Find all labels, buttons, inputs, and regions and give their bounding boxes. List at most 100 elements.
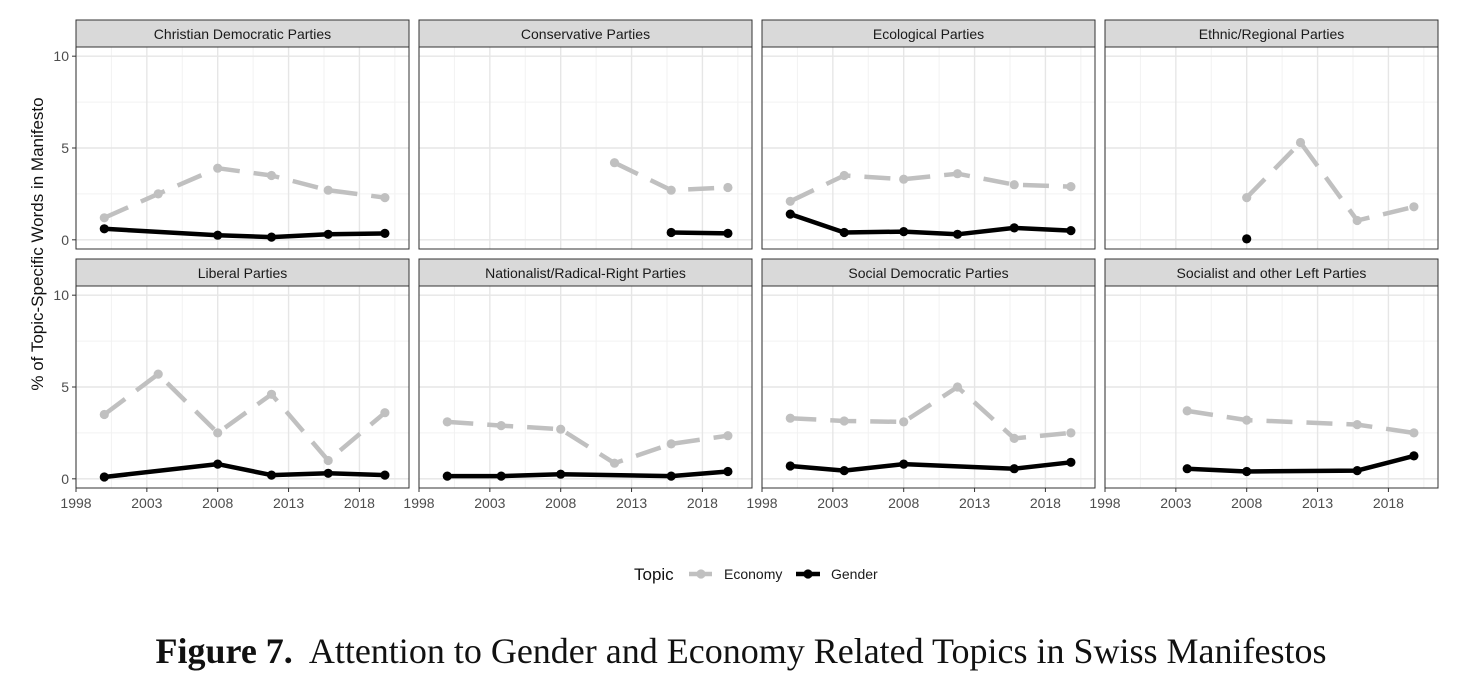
data-point-gender — [1352, 466, 1362, 476]
x-tick-label: 2013 — [1302, 495, 1333, 511]
panel-border — [418, 285, 753, 489]
data-point-economy — [785, 413, 795, 423]
x-tick-label: 2008 — [888, 495, 919, 511]
data-point-gender — [1009, 223, 1019, 233]
data-point-gender — [1242, 234, 1252, 244]
y-tick-label: 0 — [61, 471, 69, 487]
legend-key-point-gender — [803, 569, 813, 579]
panel-strip — [1104, 19, 1439, 48]
data-point-economy — [153, 189, 163, 199]
data-point-economy — [1409, 202, 1419, 212]
data-point-gender — [839, 466, 849, 476]
data-point-economy — [1009, 180, 1019, 190]
series-line-gender — [789, 211, 1072, 237]
panel-title: Conservative Parties — [521, 26, 650, 42]
data-point-economy — [323, 185, 333, 195]
figure-caption: Figure 7. Attention to Gender and Econom… — [0, 630, 1482, 672]
data-point-economy — [839, 416, 849, 426]
panel-border — [1104, 285, 1439, 489]
data-point-gender — [323, 468, 333, 478]
panel-strip — [418, 19, 753, 48]
panel-strip — [75, 19, 410, 48]
data-point-gender — [380, 228, 390, 238]
data-point-economy — [899, 174, 909, 184]
data-point-economy — [442, 417, 452, 427]
data-point-economy — [1066, 428, 1076, 438]
x-tick-label: 2013 — [959, 495, 990, 511]
data-point-economy — [556, 424, 566, 434]
x-tick-label: 2018 — [687, 495, 718, 511]
data-point-gender — [1409, 451, 1419, 461]
data-point-economy — [1352, 215, 1362, 226]
x-tick-label: 2008 — [202, 495, 233, 511]
x-tick-label: 1998 — [1089, 495, 1120, 511]
x-tick-label: 1998 — [746, 495, 777, 511]
x-tick-label: 2018 — [1030, 495, 1061, 511]
data-point-economy — [723, 431, 733, 441]
data-point-economy — [99, 409, 109, 420]
x-tick-label: 2003 — [474, 495, 505, 511]
data-point-gender — [213, 459, 223, 469]
data-point-economy — [952, 382, 963, 392]
data-point-gender — [666, 227, 676, 238]
data-point-gender — [556, 469, 566, 479]
data-point-economy — [1242, 193, 1252, 203]
data-point-gender — [266, 470, 277, 480]
data-point-economy — [266, 389, 277, 399]
data-point-economy — [266, 170, 277, 181]
data-point-economy — [666, 185, 676, 195]
data-point-gender — [266, 232, 277, 242]
data-point-economy — [380, 193, 390, 203]
x-tick-label: 2018 — [1373, 495, 1404, 511]
data-point-gender — [1009, 464, 1019, 474]
data-point-gender — [666, 471, 676, 481]
data-point-economy — [1009, 433, 1019, 443]
y-tick-label: 0 — [61, 232, 69, 248]
series-line-economy — [790, 384, 1072, 441]
data-point-economy — [609, 158, 620, 168]
y-tick-label: 5 — [61, 140, 69, 156]
x-tick-label: 1998 — [60, 495, 91, 511]
caption-text: Attention to Gender and Economy Related … — [308, 631, 1327, 671]
panel-strip — [761, 19, 1096, 48]
data-point-gender — [899, 459, 909, 469]
caption-label: Figure 7. — [155, 631, 293, 671]
data-point-gender — [785, 209, 795, 219]
y-axis-title: % of Topic-Specific Words in Manifesto — [28, 97, 47, 390]
y-tick-label: 10 — [53, 287, 69, 303]
data-point-economy — [380, 408, 390, 418]
legend-label-economy: Economy — [724, 566, 782, 582]
legend-title: Topic — [634, 565, 674, 584]
data-point-economy — [1066, 182, 1076, 192]
data-point-economy — [1295, 137, 1306, 148]
x-tick-label: 2013 — [273, 495, 304, 511]
series-line-economy — [447, 419, 729, 466]
data-point-gender — [839, 227, 849, 238]
series-line-economy — [789, 171, 1071, 204]
data-point-gender — [1066, 457, 1076, 467]
data-point-economy — [213, 428, 223, 438]
data-point-economy — [666, 439, 676, 449]
data-point-economy — [213, 163, 223, 173]
panel-title: Ecological Parties — [873, 26, 984, 42]
panel-title: Socialist and other Left Parties — [1177, 265, 1367, 281]
data-point-economy — [153, 369, 163, 379]
data-point-economy — [1182, 406, 1192, 416]
data-point-gender — [1242, 466, 1252, 477]
data-point-economy — [1242, 415, 1252, 425]
data-point-economy — [785, 196, 795, 206]
data-point-gender — [952, 229, 963, 239]
data-point-economy — [496, 421, 506, 431]
panel-title: Liberal Parties — [198, 265, 288, 281]
series-line-gender — [1187, 453, 1415, 474]
data-point-gender — [99, 224, 109, 234]
x-tick-label: 2008 — [545, 495, 576, 511]
series-line-gender — [671, 230, 728, 236]
data-point-gender — [1182, 464, 1192, 474]
data-point-economy — [952, 169, 963, 179]
data-point-gender — [442, 471, 452, 481]
series-line-economy — [103, 165, 386, 220]
panel-title: Social Democratic Parties — [848, 265, 1008, 281]
data-point-economy — [839, 170, 849, 181]
data-point-gender — [213, 230, 223, 240]
